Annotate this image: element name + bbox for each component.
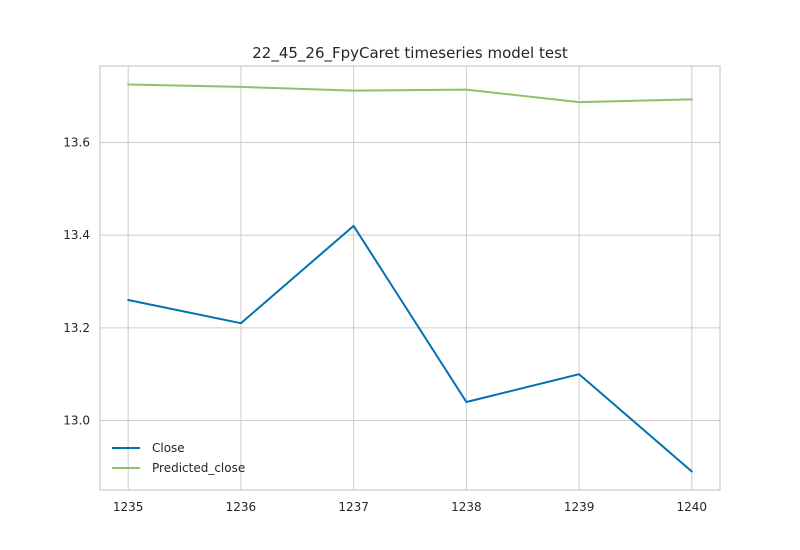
legend: Close Predicted_close	[112, 441, 245, 475]
chart-title: 22_45_26_FpyCaret timeseries model test	[252, 44, 568, 63]
y-tick-label: 13.4	[63, 228, 90, 242]
x-tick-label: 1240	[677, 500, 708, 514]
grid	[100, 66, 720, 490]
x-tick-label: 1239	[564, 500, 595, 514]
y-tick-label: 13.6	[63, 135, 90, 149]
plot-frame	[99, 65, 721, 491]
series-lines	[127, 83, 693, 473]
x-tick-label: 1237	[338, 500, 369, 514]
x-tick-label: 1236	[226, 500, 257, 514]
legend-label: Close	[152, 441, 185, 455]
x-axis-ticks: 1235 1236 1237 1238 1239 1240	[113, 500, 707, 514]
x-tick-label: 1235	[113, 500, 144, 514]
x-tick-label: 1238	[451, 500, 482, 514]
series-line-predicted-close	[127, 83, 693, 104]
legend-label: Predicted_close	[152, 461, 245, 475]
y-tick-label: 13.0	[63, 413, 90, 427]
y-axis-ticks: 13.0 13.2 13.4 13.6	[63, 135, 90, 427]
y-tick-label: 13.2	[63, 321, 90, 335]
series-line-close	[127, 224, 693, 473]
